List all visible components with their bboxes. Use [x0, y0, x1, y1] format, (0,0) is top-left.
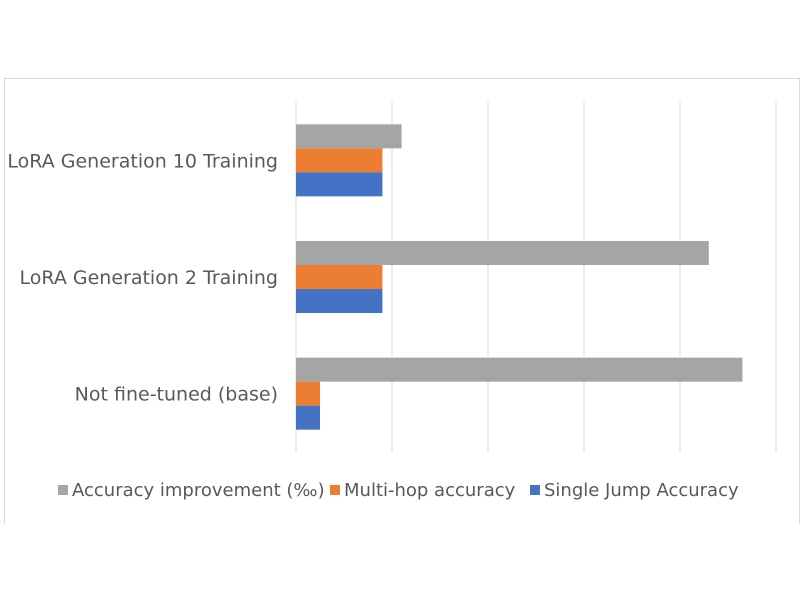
bar-1-2 — [296, 289, 383, 313]
bar-2-1 — [296, 381, 320, 406]
legend-swatch-1 — [330, 485, 340, 495]
bar-2-0 — [296, 357, 743, 382]
legend: Accuracy improvement (‰) Multi-hop accura… — [58, 480, 739, 501]
legend-label-0: Accuracy improvement (‰) — [72, 480, 325, 501]
category-label-0: LoRA Generation 10 Training — [7, 150, 278, 172]
legend-swatch-2 — [530, 485, 540, 495]
bar-0-1 — [296, 148, 383, 173]
bar-2-2 — [296, 405, 320, 430]
legend-label-1: Multi-hop accuracy — [344, 480, 516, 501]
category-labels: LoRA Generation 10 Training LoRA Generati… — [7, 150, 278, 405]
category-label-1: LoRA Generation 2 Training — [20, 267, 278, 289]
legend-swatch-0 — [58, 485, 68, 495]
bar-0-0 — [296, 124, 402, 149]
bar-1-0 — [296, 241, 709, 265]
bars — [296, 124, 743, 430]
legend-label-2: Single Jump Accuracy — [544, 480, 739, 501]
bar-0-2 — [296, 172, 383, 197]
bar-1-1 — [296, 265, 383, 289]
category-label-2: Not fine-tuned (base) — [75, 384, 278, 406]
